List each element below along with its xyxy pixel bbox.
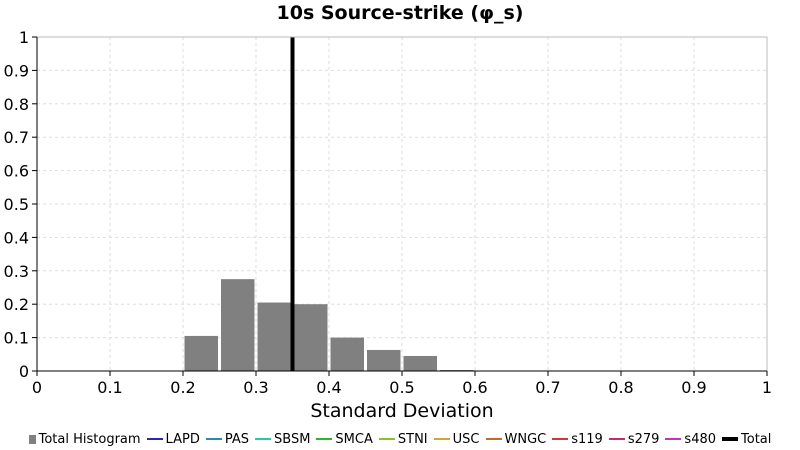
legend-label: PAS	[224, 431, 249, 447]
histogram-bar	[221, 279, 255, 371]
legend-swatch	[552, 438, 569, 440]
histogram-bar	[294, 304, 328, 371]
y-tick-label: 0.4	[4, 228, 29, 247]
x-tick-label: 0.6	[462, 378, 487, 397]
y-tick-label: 1	[19, 28, 29, 47]
legend-swatch	[433, 438, 450, 440]
x-tick-label: 0.3	[243, 378, 268, 397]
legend-label: USC	[452, 431, 480, 447]
y-tick-label: 0	[19, 362, 29, 381]
x-tick-label: 0.1	[97, 378, 122, 397]
legend-item: SMCA	[316, 431, 373, 447]
legend-item: LAPD	[146, 431, 200, 447]
y-tick-label: 0.9	[4, 61, 29, 80]
legend-swatch	[28, 434, 36, 444]
legend-item: s279	[608, 431, 660, 447]
legend-label: s279	[627, 431, 660, 447]
y-tick-label: 0.7	[4, 128, 29, 147]
legend-swatch	[205, 438, 222, 440]
legend-label: STNI	[397, 431, 428, 447]
histogram-bar	[184, 335, 218, 371]
legend-label: s119	[571, 431, 603, 447]
x-axis-label: Standard Deviation	[310, 400, 494, 422]
x-tick-label: 0	[32, 378, 42, 397]
legend-label: s480	[684, 431, 717, 447]
x-tick-label: 0.7	[535, 378, 560, 397]
legend-swatch	[316, 438, 333, 440]
legend-item: WNGC	[485, 431, 547, 447]
histogram-bar	[440, 369, 474, 371]
legend-item: USC	[433, 431, 480, 447]
legend: Total Histogram LAPD PAS SBSM SMCA STNI USC WNG…	[0, 430, 800, 448]
legend-item: PAS	[205, 431, 249, 447]
legend-swatch	[665, 438, 682, 440]
y-tick-label: 0.1	[4, 329, 29, 348]
histogram-bar	[367, 349, 401, 371]
legend-label: SMCA	[335, 431, 373, 447]
legend-swatch	[485, 438, 502, 440]
legend-label: Total Histogram	[38, 431, 141, 447]
y-tick-label: 0.3	[4, 262, 29, 281]
legend-swatch	[722, 437, 739, 441]
x-tick-label: 0.9	[681, 378, 706, 397]
y-tick-label: 0.2	[4, 295, 29, 314]
legend-swatch	[608, 438, 625, 440]
legend-swatch	[378, 438, 395, 440]
legend-item: Total	[722, 432, 771, 447]
legend-swatch	[255, 438, 271, 440]
legend-label: LAPD	[165, 431, 200, 447]
y-tick-label: 0.8	[4, 95, 29, 114]
x-tick-label: 0.5	[389, 378, 414, 397]
x-tick-label: 0.8	[608, 378, 633, 397]
chart-plot: 0 0.1 0.2 0.3 0.4 0.5 0.6 0.7 0.8 0.9 1 0 0.1 0.2 0.3 0…	[4, 28, 773, 397]
y-tick-label: 0.6	[4, 162, 29, 181]
legend-label: WNGC	[504, 431, 547, 447]
legend-swatch	[146, 438, 163, 440]
legend-item: STNI	[378, 431, 428, 447]
y-tick-label: 0.5	[4, 195, 29, 214]
legend-item: SBSM	[255, 432, 310, 447]
legend-item: s480	[665, 432, 716, 447]
histogram-bar	[257, 302, 291, 371]
histogram-bar	[403, 355, 437, 371]
legend-item: Total Histogram	[28, 431, 141, 447]
legend-item: s119	[552, 432, 603, 447]
histogram-bar	[330, 337, 364, 371]
legend-label: SBSM	[274, 431, 311, 447]
x-tick-label: 0.2	[170, 378, 195, 397]
legend-label: Total	[741, 431, 772, 447]
chart-title: 10s Source-strike (φ_s)	[276, 2, 524, 24]
x-tick-label: 0.4	[316, 378, 341, 397]
x-tick-label: 1	[762, 378, 772, 397]
